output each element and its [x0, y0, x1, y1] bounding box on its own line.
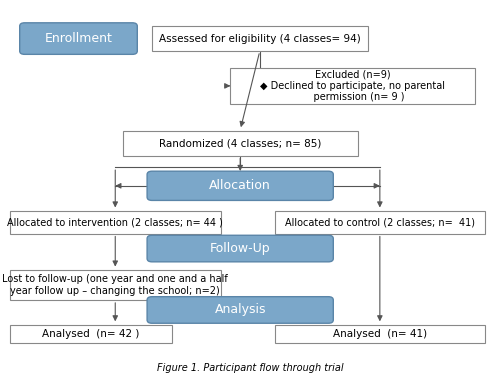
Text: Figure 1. Participant flow through trial: Figure 1. Participant flow through trial	[156, 363, 344, 373]
FancyBboxPatch shape	[147, 297, 334, 323]
Text: Analysed  (n= 42 ): Analysed (n= 42 )	[42, 329, 140, 339]
Text: Allocated to control (2 classes; n=  41): Allocated to control (2 classes; n= 41)	[285, 217, 475, 227]
FancyBboxPatch shape	[10, 325, 172, 343]
FancyBboxPatch shape	[147, 171, 334, 200]
Text: Lost to follow-up (one year and one and a half
year follow up – changing the sch: Lost to follow-up (one year and one and …	[2, 274, 228, 296]
Text: Analysed  (n= 41): Analysed (n= 41)	[333, 329, 427, 339]
FancyBboxPatch shape	[20, 23, 138, 54]
Text: Analysis: Analysis	[214, 304, 266, 316]
FancyBboxPatch shape	[122, 131, 358, 156]
Text: Enrollment: Enrollment	[44, 32, 112, 45]
FancyBboxPatch shape	[230, 68, 476, 104]
FancyBboxPatch shape	[274, 325, 485, 343]
Text: Follow-Up: Follow-Up	[210, 242, 270, 255]
Text: Excluded (n=9)
◆ Declined to participate, no parental
    permission (n= 9 ): Excluded (n=9) ◆ Declined to participate…	[260, 69, 446, 103]
Text: Assessed for eligibility (4 classes= 94): Assessed for eligibility (4 classes= 94)	[159, 34, 360, 44]
FancyBboxPatch shape	[152, 26, 368, 51]
FancyBboxPatch shape	[147, 235, 334, 262]
Text: Allocation: Allocation	[210, 179, 271, 192]
FancyBboxPatch shape	[10, 270, 220, 300]
FancyBboxPatch shape	[10, 211, 220, 233]
Text: Randomized (4 classes; n= 85): Randomized (4 classes; n= 85)	[159, 138, 322, 148]
FancyBboxPatch shape	[274, 211, 485, 233]
Text: Allocated to intervention (2 classes; n= 44 ): Allocated to intervention (2 classes; n=…	[8, 217, 223, 227]
